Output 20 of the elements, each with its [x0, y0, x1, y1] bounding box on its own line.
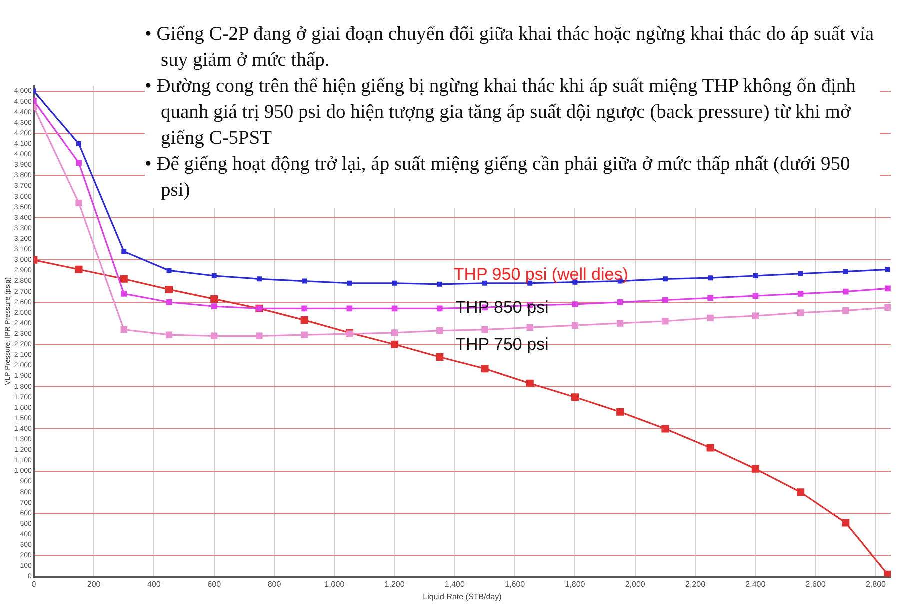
x-tick-label: 600 — [208, 580, 222, 589]
x-tick-label: 400 — [148, 580, 162, 589]
x-tick-label: 2,200 — [686, 580, 706, 589]
x-tick-label: 2,600 — [806, 580, 826, 589]
x-tick-label: 2,000 — [625, 580, 646, 589]
annotation: • Đường cong trên thể hiện giếng bị ngừng khai thác khi áp suất miệng THP không ổn định quanh giá trị 950 psi do hiện tượng gia tăng áp suất dội ngược (back pressure) từ khi mở giếng C-5PST — [145, 75, 857, 151]
x-tick-label: 1,600 — [505, 580, 526, 589]
annotation: • Để giếng hoạt động trở lại, áp suất miệng giếng cần phải giữa ở mức thấp nhất (dưới 950 psi) — [145, 153, 852, 203]
x-axis-title: Liquid Rate (STB/day) — [423, 592, 502, 602]
x-tick-label: 200 — [87, 580, 102, 589]
x-tick-label: 1,400 — [444, 580, 466, 589]
annotation: THP 950 psi (well dies) — [454, 264, 628, 284]
x-tick-label: 2,800 — [866, 580, 887, 589]
x-tick-label: 1,000 — [324, 580, 346, 589]
x-tick-label: 2,400 — [746, 580, 766, 589]
annotation: THP 750 psi — [456, 335, 549, 354]
x-tick-label: 1,800 — [565, 580, 586, 589]
x-tick-label: 1,200 — [384, 580, 406, 589]
x-tick-label: 800 — [268, 580, 282, 589]
text: • Giếng C-2P đang ở giai đoạn chuyển đổi giữa khai thác hoặc ngừng khai thác do áp suất vỉa suy giảm ở mức thấp. — [145, 23, 876, 73]
